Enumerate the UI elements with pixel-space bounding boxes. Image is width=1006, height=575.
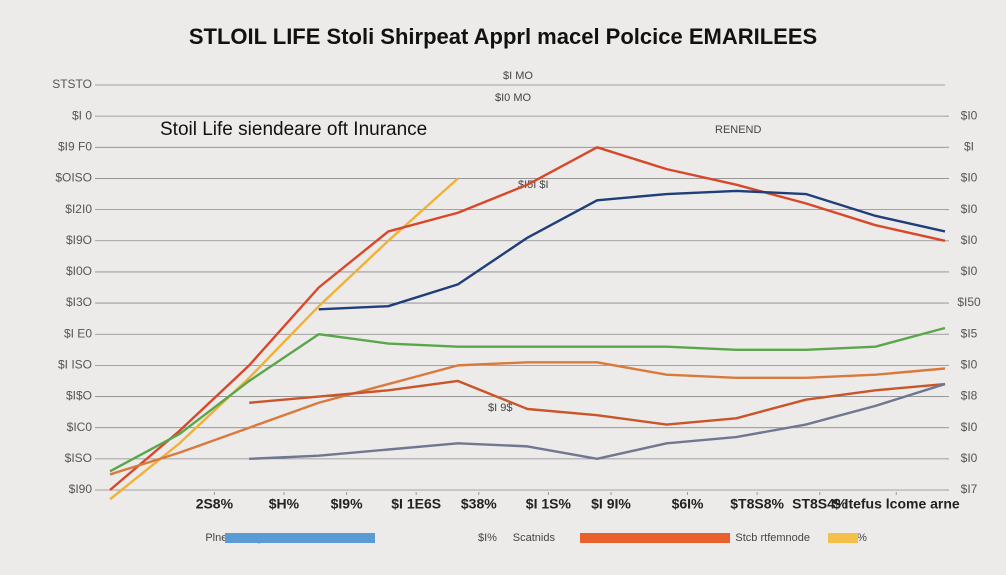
legend-swatch	[828, 533, 858, 543]
y2-tick-label: $I7	[961, 482, 978, 496]
y-tick-label: $I ISO	[58, 358, 92, 372]
annotation: Stoil Life siendeare oft Inurance	[160, 119, 427, 140]
y2-tick-label: $I0	[961, 358, 978, 372]
y-tick-label: $I0O	[66, 264, 92, 278]
y2-tick-label: $I50	[957, 295, 981, 309]
series-line	[249, 379, 946, 426]
legend-swatch	[580, 533, 730, 543]
y2-tick-label: $I0	[961, 202, 978, 216]
x-tick-label: $I 1S%	[526, 496, 572, 512]
y-tick-label: $I2I0	[65, 202, 92, 216]
y-tick-label: $ISO	[65, 451, 92, 465]
y-tick-label: STSTO	[52, 77, 92, 91]
x-tick-label: ST8S4%	[792, 496, 848, 512]
series-line	[318, 189, 946, 311]
y2-tick-label: $I	[964, 139, 974, 153]
annotation: $I0 MO	[495, 92, 532, 104]
annotation: $I 9$	[488, 402, 512, 414]
chart-title: STLOIL LIFE Stoli Shirpeat Apprl macel P…	[189, 24, 817, 49]
series-line	[249, 382, 946, 461]
x-tick-label: $I 1E6S	[391, 496, 441, 512]
y2-tick-label: $I5	[961, 326, 978, 340]
series-line	[109, 177, 459, 501]
y-tick-label: $I E0	[64, 326, 92, 340]
series-line	[109, 326, 946, 473]
y-tick-label: $OISO	[55, 171, 92, 185]
y2-tick-label: $I0	[961, 451, 978, 465]
y2-tick-label: $I0	[961, 264, 978, 278]
annotation: $I5I $I	[518, 179, 549, 191]
y2-tick-label: $I0	[961, 108, 978, 122]
y2-tick-label: $I0	[961, 171, 978, 185]
y-tick-label: $IC0	[67, 420, 93, 434]
legend-label: Scatnids	[513, 532, 556, 544]
y-tick-label: $I9 F0	[58, 139, 92, 153]
x-tick-label: $38%	[461, 496, 497, 512]
x-tick-label: $ Itefus lcome arne	[833, 496, 960, 512]
series-line	[109, 146, 946, 491]
y-tick-label: $I$O	[66, 389, 92, 403]
x-tick-label: $6I%	[672, 496, 704, 512]
series-line	[109, 361, 946, 476]
x-tick-label: 2S8%	[196, 496, 234, 512]
y2-tick-label: $I8	[961, 389, 978, 403]
y2-tick-label: $I0	[961, 233, 978, 247]
legend-swatch	[225, 533, 375, 543]
y-tick-label: $I3O	[66, 295, 92, 309]
y-tick-label: $I9O	[66, 233, 92, 247]
legend-label: Stcb rtfemnode	[735, 532, 810, 544]
annotation: $I MO	[503, 70, 533, 82]
x-tick-label: $I9%	[331, 496, 363, 512]
x-tick-label: $T8S8%	[730, 496, 784, 512]
y-tick-label: $I90	[69, 482, 93, 496]
y2-tick-label: $I0	[961, 420, 978, 434]
y-tick-label: $I 0	[72, 108, 92, 122]
annotation: RENEND	[715, 124, 762, 136]
x-tick-label: $I 9I%	[591, 496, 631, 512]
annotation: $I%	[478, 532, 497, 544]
x-tick-label: $H%	[269, 496, 300, 512]
